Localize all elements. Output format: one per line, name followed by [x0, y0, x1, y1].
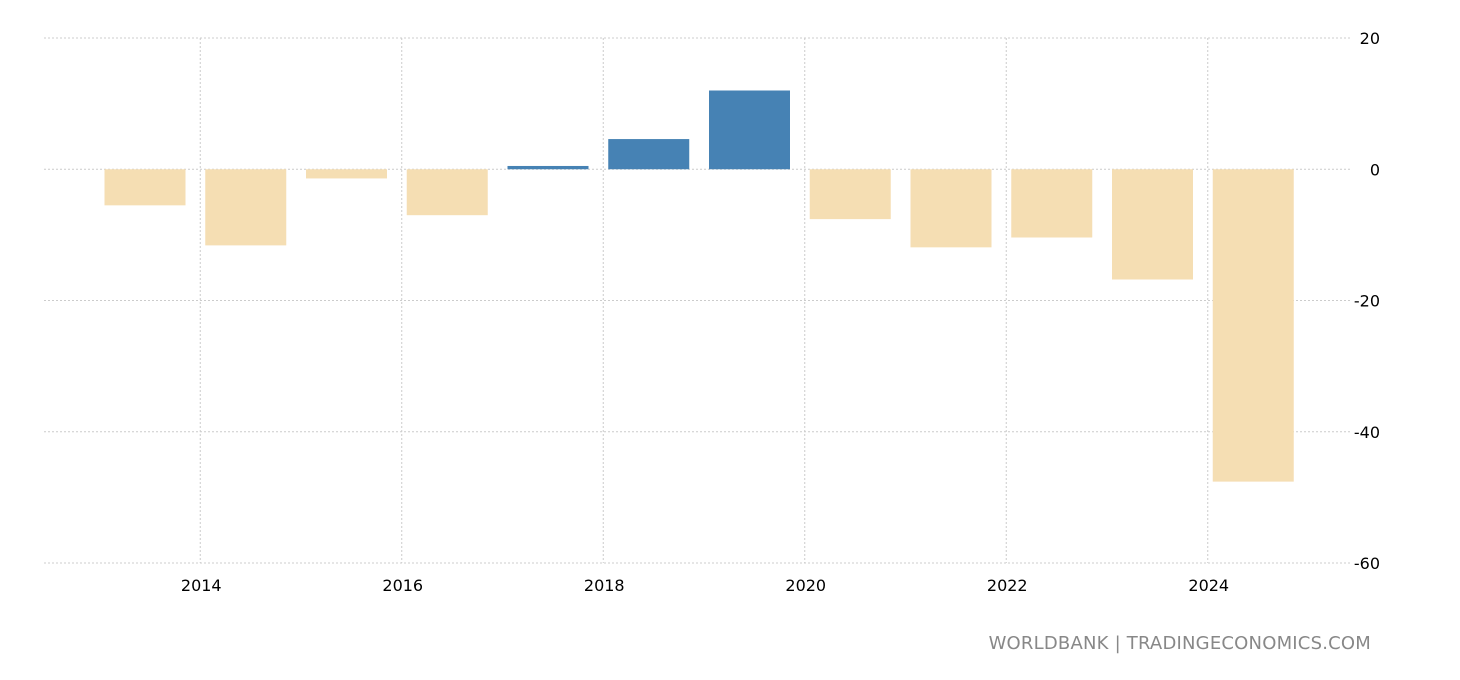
bar-2014 — [205, 169, 287, 246]
bar-2013 — [104, 169, 186, 206]
bar-2017 — [507, 165, 589, 170]
bar-2021 — [910, 169, 992, 248]
bar-2024 — [1212, 169, 1294, 482]
x-tick-label: 2016 — [382, 576, 423, 595]
x-tick-label: 2018 — [584, 576, 625, 595]
x-tick-label: 2024 — [1188, 576, 1229, 595]
bar-2020 — [809, 169, 891, 220]
x-tick-label: 2020 — [785, 576, 826, 595]
y-tick-label: -20 — [1354, 292, 1380, 311]
bar-2022 — [1011, 169, 1093, 238]
bar-2023 — [1112, 169, 1193, 280]
bar-chart: 20 0 -20 -40 -60 2014 2016 2018 2020 2022 2024 — [44, 29, 1380, 595]
bar-2018 — [608, 139, 690, 170]
y-tick-label: 20 — [1360, 29, 1380, 48]
x-tick-label: 2022 — [987, 576, 1028, 595]
y-tick-label: -40 — [1354, 423, 1380, 442]
y-tick-label: 0 — [1370, 160, 1380, 179]
bar-2019 — [709, 90, 790, 170]
y-tick-label: -60 — [1354, 554, 1380, 573]
x-tick-label: 2014 — [181, 576, 222, 595]
bar-2015 — [306, 169, 387, 179]
bar-2016 — [406, 169, 488, 216]
source-credit: WORLDBANK | TRADINGECONOMICS.COM — [988, 633, 1371, 654]
